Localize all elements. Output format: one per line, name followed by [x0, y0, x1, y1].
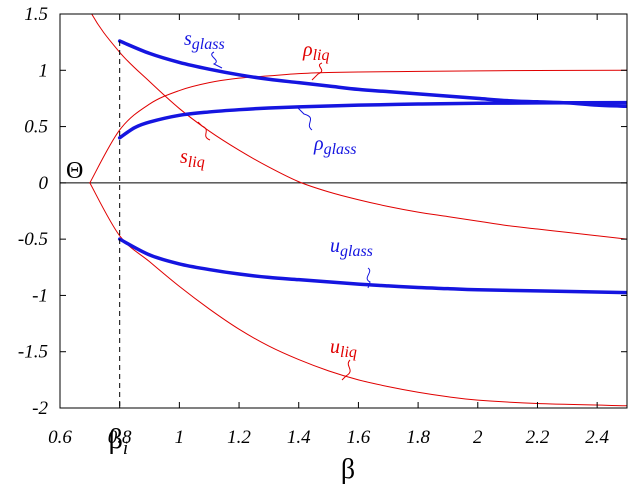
- x-tick-label-0: 0.6: [48, 427, 72, 448]
- leader-s-glass: [211, 51, 223, 69]
- label-u-liq: uliq: [330, 336, 357, 361]
- beta-i-subscript: i: [123, 438, 128, 459]
- x-tick-label-4: 1.4: [287, 427, 311, 448]
- curve-labels: sliq ρliq uliq sglass ρglass uglass: [180, 28, 373, 361]
- beta-i-marker-group: βi: [109, 41, 128, 459]
- y-tick-label-5: -1: [32, 285, 48, 306]
- label-rho-liq-sub: liq: [313, 47, 330, 64]
- x-tick-label-9: 2.4: [585, 427, 609, 448]
- series-u-glass: [117, 237, 627, 295]
- label-rho-glass-sub: glass: [324, 141, 357, 158]
- leader-rho-glass: [297, 107, 313, 131]
- y-tick-label-6: -1.5: [18, 342, 48, 363]
- ticks: 0.6 0.8 1 1.2 1.4 1.6 1.8 2 2.2 2.4 1.5 1 0.5 0 -0.5 -1…: [18, 4, 627, 448]
- x-tick-label-5: 1.6: [347, 427, 371, 448]
- x-tick-label-2: 1: [175, 427, 185, 448]
- leader-rho-liq: [311, 62, 323, 81]
- label-rho-liq: ρliq: [302, 39, 330, 64]
- label-u-liq-sub: liq: [340, 344, 357, 361]
- label-u-glass: uglass: [330, 235, 373, 260]
- x-tick-label-6: 1.8: [406, 427, 430, 448]
- y-tick-label-7: -2: [32, 398, 48, 419]
- x-axis-label: β: [341, 454, 355, 485]
- label-s-glass: sglass: [184, 28, 225, 53]
- leader-s-liq: [197, 121, 211, 141]
- series-rho-glass: [117, 100, 627, 140]
- label-u-glass-sub: glass: [340, 243, 373, 260]
- label-s-liq: sliq: [180, 146, 205, 171]
- y-tick-label-4: -0.5: [18, 229, 48, 250]
- theta-label: Θ: [66, 158, 83, 184]
- zero-line-group: Θ: [60, 158, 627, 184]
- series-u-liq: [89, 182, 627, 407]
- x-tick-label-1: 0.8: [108, 427, 132, 448]
- y-tick-label-1: 1: [39, 60, 49, 81]
- label-s-liq-sub: liq: [188, 154, 205, 171]
- plot-frame: [59, 13, 628, 409]
- x-tick-label-7: 2: [473, 427, 483, 448]
- leader-u-glass: [366, 267, 371, 289]
- label-rho-glass: ρglass: [313, 133, 357, 158]
- y-tick-label-0: 1.5: [24, 4, 48, 25]
- y-tick-label-3: 0: [39, 173, 49, 194]
- x-tick-label-3: 1.2: [227, 427, 251, 448]
- y-tick-label-2: 0.5: [24, 117, 48, 138]
- series-rho-liq: [89, 69, 627, 184]
- x-tick-label-8: 2.2: [526, 427, 550, 448]
- leader-u-liq: [341, 359, 351, 381]
- leader-lines: [197, 51, 371, 381]
- label-s-glass-sub: glass: [192, 36, 225, 53]
